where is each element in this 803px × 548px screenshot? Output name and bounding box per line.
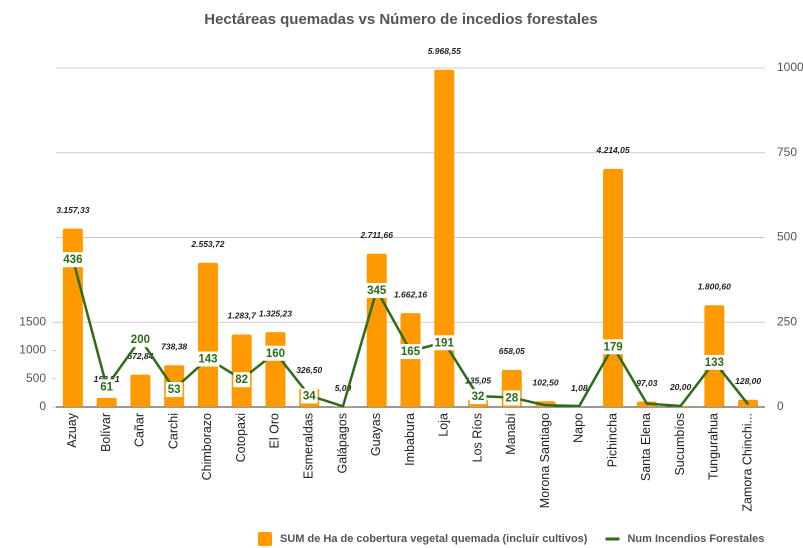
legend-label: SUM de Ha de cobertura vegetal quemada (…: [280, 533, 588, 545]
line-value-label: 345: [367, 285, 387, 297]
bar: [130, 375, 150, 407]
bar: [434, 70, 454, 407]
x-tick-label: Galápagos: [335, 413, 349, 473]
bar: [367, 254, 387, 407]
x-tick-label: Zamora Chinchi...: [740, 413, 754, 512]
point-label: 53: [166, 382, 183, 397]
bar-value-label: 20,00: [669, 382, 692, 392]
y-tick-label: 1500: [19, 314, 46, 328]
x-tick-label: Carchi: [166, 413, 180, 449]
y2-tick-label: 500: [777, 230, 797, 244]
y2-tick-label: 1000: [777, 60, 803, 74]
line-value-label: 165: [401, 346, 421, 358]
line-value-label: 28: [505, 393, 518, 405]
x-tick-label: Bolívar: [99, 413, 113, 452]
bar: [198, 263, 218, 407]
x-tick-label: Santa Elena: [639, 413, 653, 481]
y2-tick-label: 0: [777, 399, 784, 413]
point-label: 160: [264, 346, 287, 361]
legend-label: Num Incendios Forestales: [627, 533, 764, 545]
x-tick-label: Napo: [572, 413, 586, 443]
bar-value-label: 128,00: [735, 376, 761, 386]
line-value-label: 179: [603, 341, 622, 353]
chart-title: Hectáreas quemadas vs Número de incedios…: [204, 11, 598, 28]
bar-value-label: 3.157,33: [56, 205, 89, 215]
y2-tick-label: 250: [777, 314, 797, 328]
bar-value-label: 658,05: [499, 346, 525, 356]
x-tick-label: Esmeraldas: [302, 413, 316, 479]
bar-value-label: 326,50: [296, 365, 322, 375]
line-value-label: 32: [472, 391, 485, 403]
bar: [265, 332, 285, 407]
point-label: 34: [301, 388, 318, 403]
point-label: 143: [196, 352, 219, 367]
bar-value-label: 1.662,16: [394, 289, 427, 299]
line-value-label: 133: [705, 357, 724, 369]
x-tick-label: El Oro: [268, 413, 282, 448]
legend-swatch: [258, 532, 272, 546]
point-label: 61: [98, 379, 115, 394]
x-tick-label: Loja: [437, 413, 451, 437]
line-value-label: 34: [303, 391, 316, 403]
point-label: 82: [233, 372, 250, 387]
line-value-label: 191: [435, 337, 455, 349]
x-tick-label: Morona Santiago: [538, 413, 552, 508]
bar: [232, 334, 252, 407]
bar: [401, 313, 421, 407]
bar: [97, 398, 117, 407]
chart: Hectáreas quemadas vs Número de incedios…: [0, 0, 803, 548]
y-tick-label: 1000: [19, 343, 46, 357]
x-tick-label: Azuay: [65, 412, 79, 447]
line-value-label: 53: [168, 384, 181, 396]
line-value-label: 160: [266, 348, 285, 360]
bar-value-label: 1,08: [571, 383, 588, 393]
line-value-label: 436: [63, 254, 82, 266]
y-tick-label: 500: [26, 371, 46, 385]
x-tick-label: Guayas: [369, 413, 383, 456]
point-label: 133: [703, 355, 726, 370]
x-tick-label: Sucumbíos: [673, 413, 687, 476]
point-label: 436: [61, 252, 84, 267]
bar-value-label: 2.553,72: [190, 239, 224, 249]
bar-value-label: 4.214,05: [596, 145, 630, 155]
point-label: 191: [433, 335, 456, 350]
bar-value-label: 2.711,66: [360, 230, 394, 240]
point-label: 165: [399, 344, 422, 359]
line-value-label: 82: [235, 374, 248, 386]
bar-value-label: 1.800,60: [698, 282, 731, 292]
line-value-label: 200: [131, 334, 150, 346]
point-label: 345: [365, 283, 388, 298]
point-label: 179: [601, 339, 624, 354]
x-tick-label: Tungurahua: [707, 413, 721, 480]
bar-value-label: 738,38: [161, 342, 187, 352]
bar-value-label: 102,50: [533, 377, 559, 387]
x-tick-label: Cotopaxi: [234, 413, 248, 462]
y-tick-label: 0: [39, 399, 46, 413]
line-value-label: 61: [100, 381, 113, 393]
x-tick-label: Los Ríos: [470, 413, 484, 462]
point-label: 32: [470, 389, 487, 404]
point-label: 28: [503, 391, 520, 406]
bar-value-label: 97,03: [636, 378, 658, 388]
line-value-label: 143: [198, 354, 217, 366]
x-tick-label: Manabí: [504, 412, 518, 454]
y2-tick-label: 750: [777, 145, 797, 159]
bar-value-label: 5.968,55: [428, 46, 461, 56]
bar-value-label: 1.283,7: [228, 311, 258, 321]
x-tick-label: Pichincha: [605, 413, 619, 467]
bar-value-label: 1.325,23: [259, 308, 292, 318]
x-tick-label: Cañar: [133, 413, 147, 447]
x-tick-label: Imbabura: [403, 413, 417, 466]
point-label: 200: [129, 332, 152, 347]
x-tick-label: Chimborazo: [200, 413, 214, 480]
bar: [603, 169, 623, 407]
